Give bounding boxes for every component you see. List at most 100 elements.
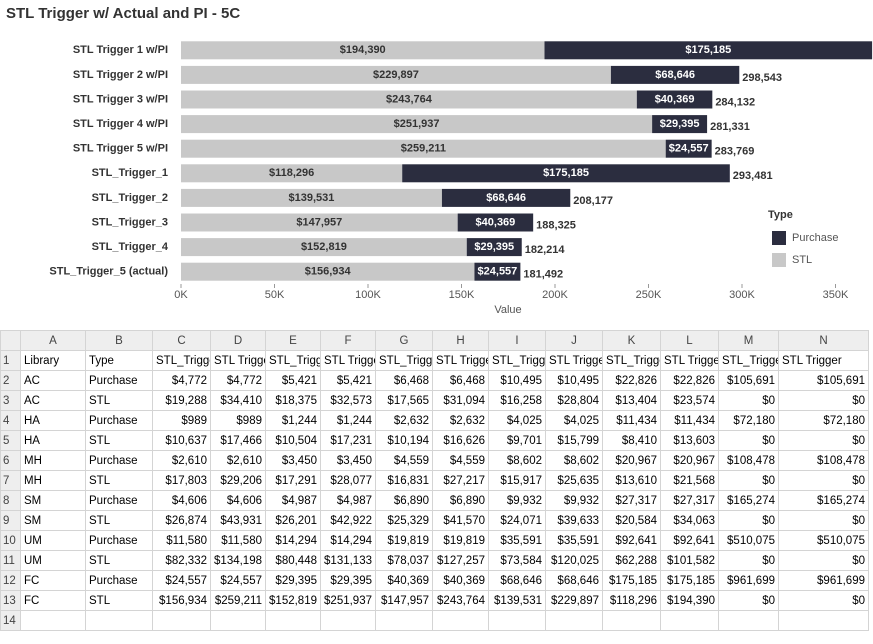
- sheet-cell: $147,957: [375, 590, 433, 611]
- sheet-cell: $105,691: [778, 370, 869, 391]
- sheet-cell: $14,294: [265, 530, 321, 551]
- sheet-cell: $0: [718, 390, 779, 411]
- row-number: 2: [0, 370, 21, 391]
- sheet-cell: $0: [778, 430, 869, 451]
- sheet-cell: $17,291: [265, 470, 321, 491]
- bar-segment: [466, 238, 522, 257]
- total-label: 182,214: [525, 244, 566, 256]
- sheet-cell: Purchase: [85, 370, 153, 391]
- sheet-cell: $165,274: [718, 490, 779, 511]
- category-label: STL Trigger 3 w/PI: [73, 93, 168, 105]
- sheet-cell: $510,075: [778, 530, 869, 551]
- sheet-cell: $229,897: [545, 590, 603, 611]
- sheet-cell: $11,580: [210, 530, 266, 551]
- sheet-cell: $26,201: [265, 510, 321, 531]
- bar-segment: [181, 90, 637, 109]
- category-label: STL Trigger 4 w/PI: [73, 118, 168, 130]
- sheet-cell: $108,478: [718, 450, 779, 471]
- sheet-cell: $8,602: [488, 450, 546, 471]
- total-label: 293,481: [733, 170, 773, 182]
- sheet-cell: $2,632: [375, 410, 433, 431]
- sheet-cell: $118,296: [602, 590, 661, 611]
- bar-value-label: $24,557: [478, 266, 518, 278]
- row-number: 14: [0, 610, 21, 631]
- bar-value-label: $152,819: [301, 241, 347, 253]
- sheet-cell: [718, 610, 779, 631]
- sheet-cell: $41,570: [432, 510, 489, 531]
- sheet-cell: [545, 610, 603, 631]
- sheet-cell: $32,573: [320, 390, 376, 411]
- sheet-cell: $92,641: [602, 530, 661, 551]
- sheet-cell: $0: [778, 590, 869, 611]
- sheet-row: 7 MH STL $17,803 $29,206 $17,291 $28,077 $16,83…: [0, 470, 869, 491]
- sheet-cell: $131,133: [320, 550, 376, 571]
- sheet-cell: $3,450: [320, 450, 376, 471]
- sheet-cell: $6,468: [375, 370, 433, 391]
- bar-segment: [181, 213, 458, 232]
- sheet-cell: $72,180: [718, 410, 779, 431]
- sheet-cell: $2,610: [210, 450, 266, 471]
- sheet-cell: SM: [20, 510, 86, 531]
- bar-segment: [544, 41, 873, 60]
- category-label: STL_Trigger_3: [92, 216, 168, 228]
- sheet-cell: $8,410: [602, 430, 661, 451]
- bar-segment: [181, 65, 611, 84]
- sheet-cell: STL_Trigge: [152, 350, 211, 371]
- sheet-cell: STL Trigge: [545, 350, 603, 371]
- legend-label: STL: [792, 254, 812, 266]
- chart: STL Trigger w/ Actual and PI - 5C Value …: [6, 5, 873, 316]
- sheet-cell: $156,934: [152, 590, 211, 611]
- sheet-cell: STL Trigger: [778, 350, 869, 371]
- bar-segment: [181, 41, 545, 60]
- chart-title: STL Trigger w/ Actual and PI - 5C: [6, 5, 240, 22]
- bar-value-label: $118,296: [269, 167, 314, 179]
- total-label: 281,331: [710, 121, 750, 133]
- category-label: STL_Trigger_1: [92, 167, 168, 179]
- sheet-row: 5 HA STL $10,637 $17,466 $10,504 $17,231 $10,19…: [0, 430, 869, 451]
- sheet-cell: $6,890: [432, 490, 489, 511]
- bar-value-label: $259,211: [401, 143, 446, 155]
- row-number: 5: [0, 430, 21, 451]
- sheet-cell: $15,917: [488, 470, 546, 491]
- sheet-cell: $2,610: [152, 450, 211, 471]
- sheet-cell: [85, 610, 153, 631]
- sheet-cell: $27,217: [432, 470, 489, 491]
- sheet-cell: STL: [85, 430, 153, 451]
- sheet-cell: $73,584: [488, 550, 546, 571]
- sheet-cell: $19,288: [152, 390, 211, 411]
- sheet-cell: Library: [20, 350, 86, 371]
- sheet-row: 11 UM STL $82,332 $134,198 $80,448 $131,133 $78…: [0, 550, 869, 571]
- row-number: 1: [0, 350, 21, 371]
- sheet-cell: $101,582: [660, 550, 719, 571]
- x-tick-label: 350K: [823, 289, 849, 301]
- sheet-cell: $17,231: [320, 430, 376, 451]
- sheet-cell: $19,819: [432, 530, 489, 551]
- sheet-cell: HA: [20, 430, 86, 451]
- sheet-cell: $34,063: [660, 510, 719, 531]
- sheet-cell: $34,410: [210, 390, 266, 411]
- sheet-cell: $11,580: [152, 530, 211, 551]
- bar-value-label: $24,557: [669, 143, 709, 155]
- category-label: STL Trigger 2 w/PI: [73, 69, 168, 81]
- sheet-cell: [660, 610, 719, 631]
- column-header: M: [718, 330, 779, 351]
- sheet-row: 8 SM Purchase $4,606 $4,606 $4,987 $4,987 $6,89…: [0, 490, 869, 511]
- sheet-cell: STL: [85, 590, 153, 611]
- sheet-cell: [778, 610, 869, 631]
- sheet-cell: $82,332: [152, 550, 211, 571]
- sheet-cell: $20,967: [660, 450, 719, 471]
- sheet-cell: STL_Trigge: [718, 350, 779, 371]
- sheet-row: 2 AC Purchase $4,772 $4,772 $5,421 $5,421 $6,46…: [0, 370, 869, 391]
- sheet-cell: $28,077: [320, 470, 376, 491]
- bar-segment: [181, 262, 475, 281]
- sheet-cell: [602, 610, 661, 631]
- row-number: 13: [0, 590, 21, 611]
- bar-segment: [181, 115, 653, 134]
- row-number: 4: [0, 410, 21, 431]
- total-label: 298,543: [742, 72, 782, 84]
- bar-segment: [181, 139, 666, 158]
- sheet-cell: $510,075: [718, 530, 779, 551]
- bar-segment: [474, 262, 521, 281]
- sheet-cell: $259,211: [210, 590, 266, 611]
